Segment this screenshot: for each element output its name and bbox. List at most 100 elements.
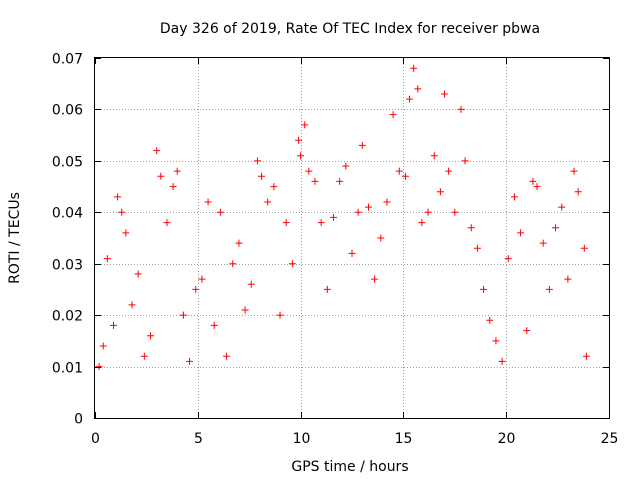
data-point: [480, 285, 488, 293]
x-axis-title: GPS time / hours: [291, 459, 408, 475]
data-point: [282, 219, 290, 227]
data-point: [523, 327, 531, 335]
data-point: [179, 311, 187, 319]
data-point: [147, 332, 155, 340]
x-tick-label: 0: [91, 431, 100, 447]
grid-lines: [95, 58, 609, 418]
data-point: [510, 193, 518, 201]
data-point: [241, 306, 249, 314]
data-point: [258, 172, 266, 180]
chart-title: Day 326 of 2019, Rate Of TEC Index for r…: [160, 21, 540, 37]
data-point: [492, 337, 500, 345]
data-point: [354, 208, 362, 216]
data-point: [461, 157, 469, 165]
data-point: [169, 183, 177, 191]
x-tick-label: 20: [498, 431, 516, 447]
data-point: [153, 147, 161, 155]
data-point: [99, 342, 107, 350]
data-point: [564, 275, 572, 283]
data-point: [517, 229, 525, 237]
data-point: [467, 224, 475, 232]
data-point: [358, 141, 366, 149]
data-point: [140, 352, 148, 360]
data-point: [317, 219, 325, 227]
data-point: [406, 95, 414, 103]
data-point: [582, 352, 590, 360]
data-point: [441, 90, 449, 98]
y-axis-title: ROTI / TECUs: [7, 192, 23, 284]
data-point: [122, 229, 130, 237]
y-tick-label: 0.04: [52, 206, 83, 222]
data-point: [134, 270, 142, 278]
data-point: [383, 198, 391, 206]
data-point: [103, 255, 111, 263]
data-point: [264, 198, 272, 206]
data-point: [276, 311, 284, 319]
data-point: [192, 285, 200, 293]
data-point: [371, 275, 379, 283]
data-point: [157, 172, 165, 180]
data-point: [295, 136, 303, 144]
data-point: [204, 198, 212, 206]
data-point: [574, 188, 582, 196]
data-point: [216, 208, 224, 216]
data-point: [253, 157, 261, 165]
data-point: [401, 172, 409, 180]
data-point: [539, 239, 547, 247]
data-point: [377, 234, 385, 242]
data-point: [414, 85, 422, 93]
data-point: [418, 219, 426, 227]
x-tick-label: 10: [293, 431, 311, 447]
data-point: [473, 244, 481, 252]
data-point: [173, 167, 181, 175]
data-point: [118, 208, 126, 216]
data-point: [424, 208, 432, 216]
data-point: [270, 183, 278, 191]
data-points: [95, 64, 590, 371]
y-tick-label: 0.03: [52, 258, 83, 274]
x-tick-label: 15: [395, 431, 413, 447]
y-tick-label: 0.02: [52, 309, 83, 325]
data-point: [498, 357, 506, 365]
data-point: [336, 177, 344, 185]
data-point: [210, 321, 218, 329]
data-point: [323, 285, 331, 293]
data-point: [545, 285, 553, 293]
data-point: [552, 224, 560, 232]
y-tick-label: 0: [74, 412, 83, 428]
data-point: [445, 167, 453, 175]
data-point: [288, 260, 296, 268]
data-point: [235, 239, 243, 247]
y-tick-label: 0.06: [52, 103, 83, 119]
data-point: [436, 188, 444, 196]
data-point: [311, 177, 319, 185]
data-point: [186, 357, 194, 365]
data-point: [364, 203, 372, 211]
axis-ticks: 0 5 10 15 20 25 0 0.01 0.02 0.03 0.04 0.05 0.06 0.07: [52, 52, 619, 448]
data-point: [223, 352, 231, 360]
data-point: [570, 167, 578, 175]
data-point: [430, 152, 438, 160]
data-point: [348, 249, 356, 257]
y-tick-label: 0.07: [52, 52, 83, 68]
data-point: [95, 363, 103, 371]
data-point: [533, 183, 541, 191]
data-point: [457, 105, 465, 113]
data-point: [486, 316, 494, 324]
data-point: [198, 275, 206, 283]
y-tick-label: 0.01: [52, 361, 83, 377]
data-point: [163, 219, 171, 227]
data-point: [329, 213, 337, 221]
data-point: [297, 152, 305, 160]
data-point: [342, 162, 350, 170]
y-tick-label: 0.05: [52, 155, 83, 171]
plot-frame: [94, 57, 610, 419]
x-tick-label: 5: [194, 431, 203, 447]
data-point: [451, 208, 459, 216]
data-point: [529, 177, 537, 185]
data-point: [114, 193, 122, 201]
data-point: [229, 260, 237, 268]
data-point: [395, 167, 403, 175]
data-point: [128, 301, 136, 309]
